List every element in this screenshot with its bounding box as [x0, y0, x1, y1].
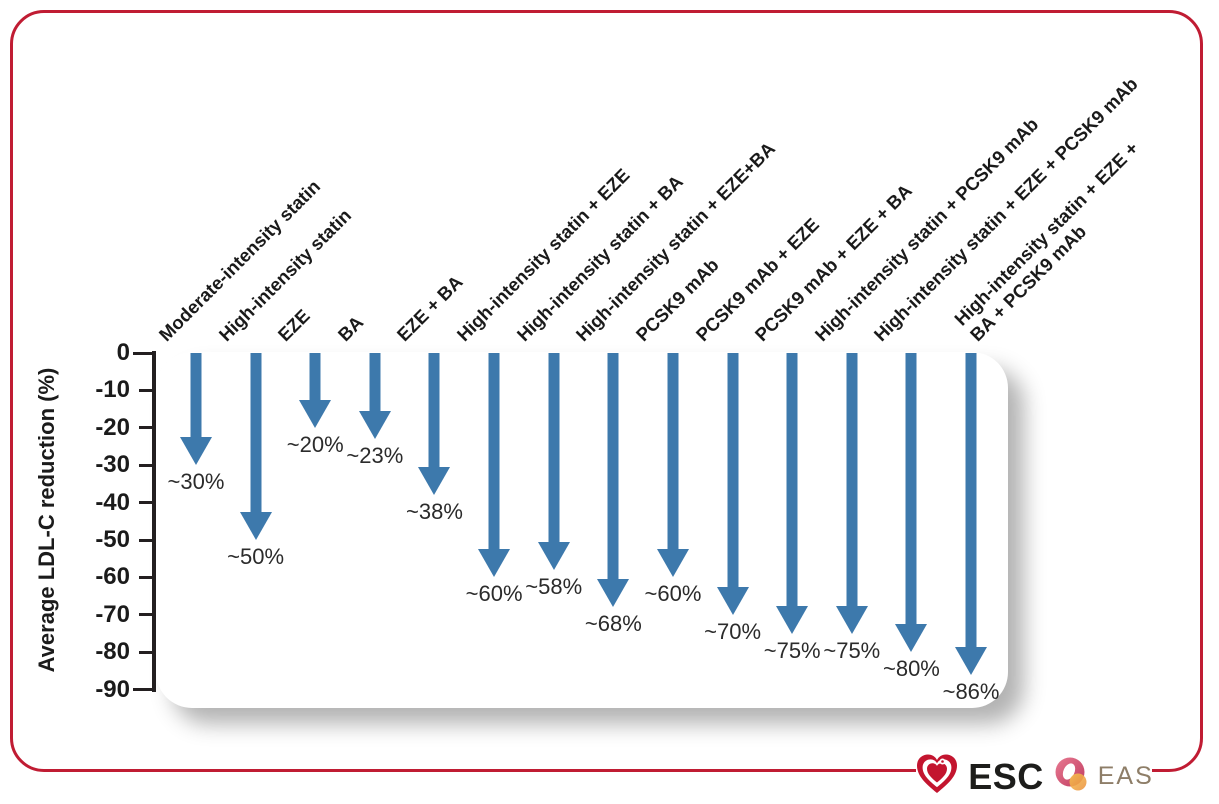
plot-area: [156, 352, 1008, 708]
y-axis-line: [152, 351, 156, 692]
reduction-arrow-icon: [954, 353, 988, 680]
y-tick-mark: [139, 426, 153, 430]
esc-label: ESC: [968, 755, 1044, 797]
reduction-arrow-icon: [179, 353, 213, 470]
esc-heart-logo-icon: [914, 752, 960, 801]
reduction-arrow-icon: [835, 353, 869, 639]
value-label: ~23%: [346, 443, 404, 468]
y-tick-label: -30: [95, 451, 130, 479]
value-label: ~60%: [644, 581, 702, 606]
value-label: ~30%: [167, 469, 225, 494]
reduction-arrow-icon: [596, 353, 630, 612]
reduction-arrow-icon: [716, 353, 750, 620]
value-label: ~50%: [227, 544, 285, 569]
y-tick-label: -40: [95, 488, 130, 516]
reduction-arrow-icon: [417, 353, 451, 500]
y-tick-mark: [139, 650, 153, 654]
y-tick-mark: [133, 688, 153, 692]
value-label: ~60%: [465, 581, 523, 606]
y-tick-mark: [133, 351, 153, 355]
reduction-arrow-icon: [775, 353, 809, 639]
y-tick-mark: [139, 575, 153, 579]
value-label: ~20%: [286, 432, 344, 457]
value-label: ~75%: [823, 638, 881, 663]
value-label: ~38%: [406, 499, 463, 524]
y-tick-label: -90: [95, 675, 130, 703]
y-tick-mark: [139, 388, 153, 392]
reduction-arrow-icon: [358, 353, 392, 444]
reduction-arrow-icon: [477, 353, 511, 582]
y-tick-mark: [139, 613, 153, 617]
value-label: ~68%: [584, 611, 642, 636]
y-tick-label: -70: [95, 600, 130, 628]
y-tick-label: 0: [116, 339, 130, 366]
reduction-arrow-icon: [537, 353, 571, 575]
value-label: ~70%: [704, 619, 762, 644]
figure-border: [10, 10, 1203, 772]
reduction-arrow-icon: [239, 353, 273, 545]
value-label: ~80%: [882, 656, 940, 681]
eas-logo-icon: [1052, 755, 1090, 798]
reduction-arrow-icon: [656, 353, 690, 582]
reduction-arrow-icon: [894, 353, 928, 657]
footer-logos: ESC EAS: [916, 749, 1152, 804]
y-tick-label: -80: [95, 638, 130, 666]
y-tick-label: -50: [95, 526, 130, 553]
y-tick-mark: [139, 463, 153, 467]
y-tick-mark: [139, 501, 153, 505]
y-tick-mark: [139, 538, 153, 542]
reduction-arrow-icon: [298, 353, 332, 433]
y-tick-label: -10: [95, 376, 130, 404]
value-label: ~75%: [763, 638, 821, 663]
eas-label: EAS: [1097, 762, 1154, 790]
value-label: ~86%: [942, 679, 1000, 704]
y-tick-label: -60: [95, 563, 130, 591]
value-label: ~58%: [525, 574, 583, 599]
y-tick-label: -20: [95, 413, 130, 441]
